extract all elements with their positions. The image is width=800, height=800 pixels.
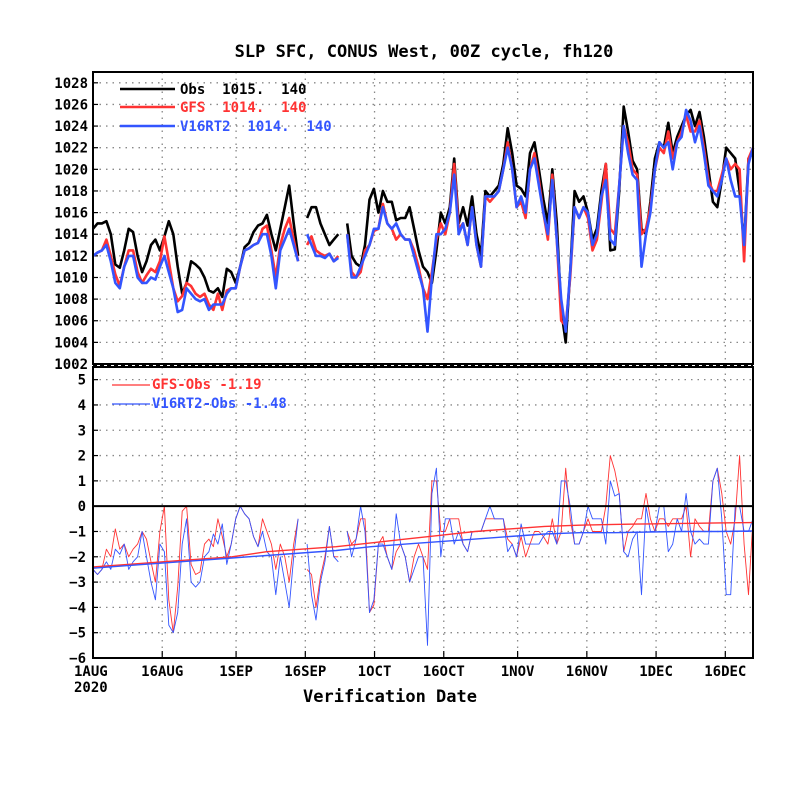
y-tick-label: 0 xyxy=(78,499,86,515)
y-tick-label: 1020 xyxy=(54,162,88,178)
x-axis-year-label: 2020 xyxy=(74,680,108,696)
y-tick-label: 5 xyxy=(78,373,86,389)
y-tick-label: −6 xyxy=(69,651,86,667)
y-tick-label: 1022 xyxy=(54,141,88,157)
top-legend: Obs 1015. 140 GFS 1014. 140 V16RT2 1014.… xyxy=(120,82,332,135)
legend-label-v16rt2-obs: V16RT2-Obs -1.48 xyxy=(152,396,287,412)
top-panel: 1002 1004 1006 1008 1010 1012 1014 1016 1018 1020… xyxy=(54,71,755,373)
y-tick-label: 1016 xyxy=(54,206,88,222)
x-tick-label: 16NOV xyxy=(566,664,609,680)
series-line-gfs-obs xyxy=(92,505,299,634)
x-tick-label: 16OCT xyxy=(423,664,465,680)
y-tick-label: 1008 xyxy=(54,292,88,308)
x-tick-label: 16AUG xyxy=(141,664,183,680)
y-tick-label: −3 xyxy=(69,575,86,591)
x-tick-label: 1AUG xyxy=(74,664,108,680)
bottom-legend: GFS-Obs -1.19 V16RT2-Obs -1.48 xyxy=(112,377,287,412)
x-tick-label: 1DEC xyxy=(639,664,673,680)
series-line-v16rt2-obs xyxy=(306,525,339,621)
series-line-v16rt2-obs xyxy=(92,505,299,634)
top-y-ticks: 1002 1004 1006 1008 1010 1012 1014 1016 1018 1020… xyxy=(54,76,98,373)
y-tick-label: 1002 xyxy=(54,357,88,373)
y-tick-label: 1018 xyxy=(54,184,88,200)
series-line-v16rt2 xyxy=(305,233,340,263)
chart-title: SLP SFC, CONUS West, 00Z cycle, fh120 xyxy=(235,42,614,62)
y-tick-label: 1004 xyxy=(54,335,88,351)
y-tick-label: −4 xyxy=(69,600,86,616)
y-tick-label: 2 xyxy=(78,449,86,465)
top-panel-frame xyxy=(92,71,754,365)
bottom-panel-frame xyxy=(92,366,754,659)
y-tick-label: 1026 xyxy=(54,97,88,113)
series-line-v16rt2 xyxy=(92,227,300,314)
x-tick-label: 1OCT xyxy=(358,664,392,680)
bottom-series-lines xyxy=(92,455,754,646)
x-tick-label: 1SEP xyxy=(219,664,253,680)
series-line-obs xyxy=(305,205,340,247)
y-tick-label: 1012 xyxy=(54,249,88,265)
y-tick-label: 1010 xyxy=(54,270,88,286)
series-line-v16rt2 xyxy=(345,108,755,333)
top-series-lines xyxy=(92,105,755,344)
bottom-y-ticks: −6 −5 −4 −3 −2 −1 0 1 2 3 4 5 xyxy=(69,373,98,667)
y-tick-label: −1 xyxy=(69,524,86,540)
series-line-v16rt2-obs xyxy=(346,467,754,646)
y-tick-label: 1014 xyxy=(54,227,88,243)
series-line-gfs xyxy=(92,216,300,312)
y-tick-label: 1028 xyxy=(54,76,88,92)
y-tick-label: 1024 xyxy=(54,119,88,135)
series-line-obs xyxy=(92,184,300,299)
y-tick-label: 3 xyxy=(78,423,86,439)
x-tick-label: 16SEP xyxy=(284,664,326,680)
y-tick-label: −2 xyxy=(69,550,86,566)
x-axis-ticks: 1AUG 16AUG 1SEP 16SEP 1OCT 16OCT 1NOV 16NOV 1DEC… xyxy=(74,651,746,680)
x-tick-label: 16DEC xyxy=(704,664,746,680)
y-tick-label: 4 xyxy=(78,398,86,414)
legend-label-gfs: GFS 1014. 140 xyxy=(180,100,306,116)
series-line-gfs-obs-mean xyxy=(92,521,754,568)
x-tick-label: 1NOV xyxy=(501,664,535,680)
y-tick-label: 1 xyxy=(78,474,86,490)
x-axis-title: Verification Date xyxy=(303,687,477,707)
y-tick-label: 1006 xyxy=(54,314,88,330)
legend-label-v16rt2: V16RT2 1014. 140 xyxy=(180,119,332,135)
y-tick-label: −5 xyxy=(69,626,86,642)
legend-label-obs: Obs 1015. 140 xyxy=(180,82,306,98)
series-line-v16rt2-obs-mean xyxy=(92,530,754,569)
bottom-panel: −6 −5 −4 −3 −2 −1 0 1 2 3 4 5 GFS-Obs -1.19 V16RT2-… xyxy=(69,364,754,696)
legend-label-gfs-obs: GFS-Obs -1.19 xyxy=(152,377,262,393)
